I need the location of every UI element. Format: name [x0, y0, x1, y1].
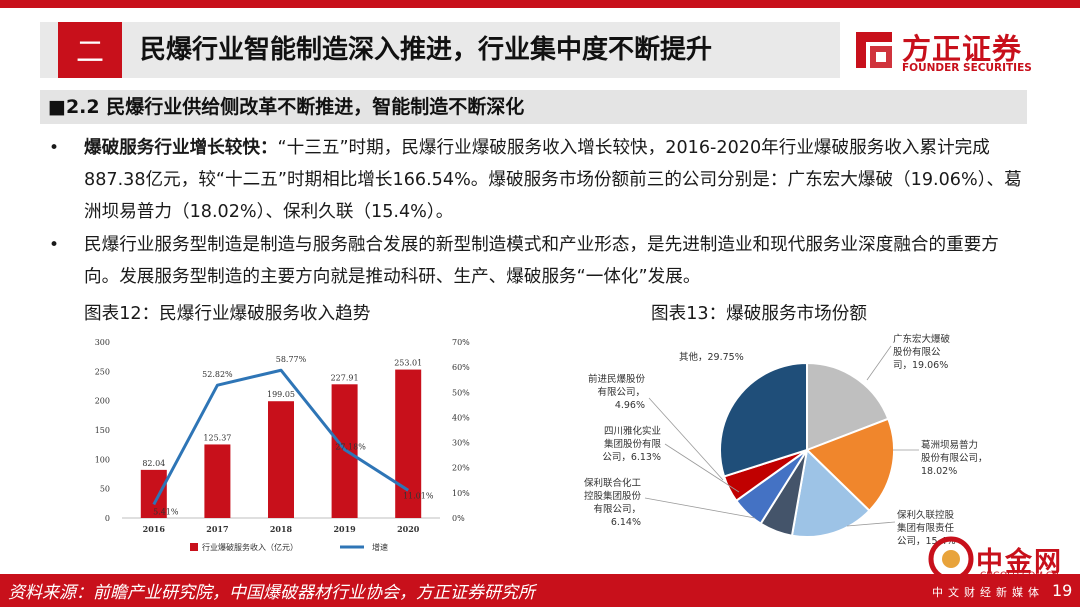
legend-label-bar: 行业爆破服务收入（亿元）	[202, 542, 298, 552]
founder-securities-logo: 方正证券 FOUNDER SECURITIES	[852, 24, 1042, 80]
pie-callout-label: 保利联合化工	[584, 477, 642, 489]
y-tick-label: 200	[95, 397, 110, 406]
bar-value-label: 199.05	[267, 390, 295, 399]
y2-tick-label: 30%	[452, 439, 470, 448]
cngold-watermark-icon	[928, 536, 974, 582]
logo-text-en: FOUNDER SECURITIES	[902, 62, 1032, 74]
top-accent-bar	[0, 0, 1080, 8]
growth-value-label: 52.82%	[202, 370, 233, 379]
pie-callout-label: 股份有限公	[893, 346, 941, 358]
chart-caption-left: 图表12：民爆行业爆破服务收入趋势	[84, 304, 371, 324]
y2-tick-label: 0%	[452, 514, 465, 523]
growth-value-label: 5.41%	[153, 507, 179, 516]
pie-callout-label: 司，19.06%	[893, 360, 948, 371]
watermark-text-en: CNGOLD.COM.CN	[980, 571, 1059, 581]
legend-label-line: 增速	[372, 542, 388, 552]
founder-logo-mark-icon	[856, 32, 892, 68]
title-band	[40, 22, 840, 78]
y-tick-label: 100	[95, 455, 110, 464]
bar-value-label: 125.37	[203, 433, 231, 442]
bullet-lead: 爆破服务行业增长较快：	[84, 138, 278, 158]
y-tick-label: 300	[95, 338, 110, 347]
section-number: 二	[58, 22, 122, 78]
pie-callout-label: 保利久联控股	[897, 509, 955, 521]
y2-tick-label: 50%	[452, 388, 470, 397]
revenue-trend-chart: 0 50 100 150 200 250 300 0% 10% 20% 30% 40% 50% 60% 70…	[95, 338, 470, 552]
pie-callout-label: 其他，29.75%	[679, 351, 744, 363]
pie-callout-label: 控股集团股份	[584, 490, 642, 502]
page-number: 19	[1052, 581, 1073, 600]
pie-callout-label: 有限公司，	[597, 386, 645, 398]
y-tick-label: 50	[100, 485, 110, 494]
pie-callout-label: 4.96%	[615, 400, 645, 411]
chart-caption-right: 图表13：爆破服务市场份额	[651, 304, 867, 324]
x-tick-label: 2017	[206, 524, 228, 534]
y2-tick-label: 70%	[452, 338, 470, 347]
pie-leader-line	[664, 443, 740, 493]
pie-callout-label: 18.02%	[921, 466, 957, 477]
growth-line	[152, 368, 410, 506]
revenue-bar	[140, 469, 167, 518]
y-tick-label: 0	[105, 514, 110, 523]
watermark-text-cn: 中金网	[976, 547, 1063, 578]
cngold-watermark: 中金网 CNGOLD.COM.CN 中文财经新媒体	[928, 536, 1068, 602]
subtitle-band	[40, 90, 1027, 124]
logo-text-cn: 方正证券	[902, 32, 1023, 66]
y2-tick-label: 60%	[452, 363, 470, 372]
source-note: 资料来源：前瞻产业研究院，中国爆破器材行业协会，方正证券研究所	[8, 583, 535, 603]
pie-callout-label: 四川雅化实业	[604, 425, 661, 437]
pie-callout-label: 集团股份有限	[604, 438, 662, 450]
page-title: 民爆行业智能制造深入推进，行业集中度不断提升	[140, 35, 713, 65]
y-tick-label: 150	[95, 426, 110, 435]
growth-value-label: 11.01%	[403, 491, 434, 500]
bar-value-label: 82.04	[142, 459, 165, 468]
pie-callout-label: 集团有限责任	[897, 522, 955, 534]
bullet-item: • 爆破服务行业增长较快：“十三五”时期，民爆行业爆破服务收入增长较快，2016…	[44, 132, 1034, 228]
x-tick-label: 2016	[143, 524, 166, 534]
pie-leader-line	[648, 397, 724, 481]
bullet-list: • 爆破服务行业增长较快：“十三五”时期，民爆行业爆破服务收入增长较快，2016…	[44, 132, 1034, 294]
y2-tick-label: 20%	[452, 464, 470, 473]
bullet-text: “十三五”时期，民爆行业爆破服务收入增长较快，2016-2020年行业爆破服务收…	[84, 138, 1022, 222]
pie-leader-line	[866, 345, 892, 381]
legend-swatch-bar	[190, 543, 198, 551]
pie-slice	[719, 361, 808, 478]
y2-tick-label: 10%	[452, 489, 470, 498]
bullet-dot-icon: •	[49, 138, 60, 158]
pie-slice	[805, 417, 895, 513]
pie-callout-label: 前进民爆股份	[588, 373, 646, 385]
growth-value-label: 58.77%	[276, 355, 307, 364]
bullet-item: • 民爆行业服务型制造是制造与服务融合发展的新型制造模式和产业形态，是先进制造业…	[44, 229, 1034, 293]
pie-callout-label: 公司，6.13%	[602, 452, 661, 463]
pie-leader-line	[846, 521, 896, 527]
pie-slice	[806, 361, 890, 452]
watermark-subtext: 中文财经新媒体	[932, 586, 1044, 599]
y-tick-label: 250	[95, 367, 110, 376]
x-tick-label: 2020	[397, 524, 420, 534]
y2-tick-label: 40%	[452, 413, 470, 422]
bullet-text: 民爆行业服务型制造是制造与服务融合发展的新型制造模式和产业形态，是先进制造业和现…	[84, 235, 999, 287]
x-tick-label: 2019	[333, 524, 356, 534]
bar-value-label: 227.91	[331, 373, 359, 382]
bar-value-label: 253.01	[394, 359, 422, 368]
section-subtitle: ■2.2 民爆行业供给侧改革不断推进，智能制造不断深化	[48, 96, 525, 118]
growth-value-label: 27.18%	[335, 443, 366, 452]
revenue-bar	[204, 444, 231, 518]
bullet-dot-icon: •	[49, 235, 60, 255]
pie-callout-label: 公司，15.4%	[897, 536, 956, 547]
revenue-bar	[268, 401, 294, 518]
footer-bar	[0, 574, 1080, 607]
pie-callout-label: 葛洲坝易普力	[921, 439, 978, 451]
x-tick-label: 2018	[270, 524, 293, 534]
pie-callout-label: 6.14%	[611, 517, 641, 528]
pie-callout-label: 广东宏大爆破	[893, 333, 951, 345]
pie-leader-line	[644, 497, 756, 519]
pie-slice	[790, 447, 871, 538]
pie-callout-label: 股份有限公司，	[921, 452, 988, 464]
revenue-bar	[395, 369, 422, 518]
pie-callout-label: 有限公司，	[593, 503, 641, 515]
